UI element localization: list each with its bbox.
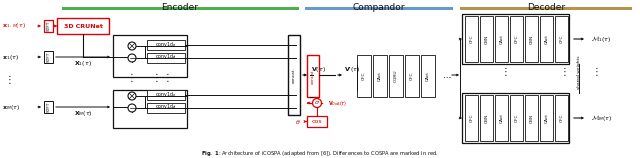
Bar xyxy=(373,55,387,97)
Bar xyxy=(462,14,569,64)
Bar xyxy=(357,55,371,97)
Bar xyxy=(480,95,493,141)
Text: CFC: CFC xyxy=(559,35,563,43)
Bar xyxy=(62,7,299,10)
Bar xyxy=(525,95,538,141)
Bar xyxy=(147,103,185,113)
Text: $\cdots$: $\cdots$ xyxy=(442,72,452,80)
Text: $\mathbf{V}(\tau)$: $\mathbf{V}(\tau)$ xyxy=(310,66,326,75)
Bar xyxy=(495,16,508,62)
Text: $\sigma$: $\sigma$ xyxy=(314,100,320,106)
Bar xyxy=(465,16,478,62)
Bar xyxy=(44,51,53,63)
Bar xyxy=(307,116,327,127)
Text: $\mathrm{conv1d}_\phi$: $\mathrm{conv1d}_\phi$ xyxy=(156,53,177,63)
Text: $\mathbf{X}_1(\tau)$: $\mathbf{X}_1(\tau)$ xyxy=(74,58,92,67)
Text: $\mathcal{M}_M(\tau)$: $\mathcal{M}_M(\tau)$ xyxy=(591,113,612,123)
Bar xyxy=(57,18,109,34)
Text: CFC: CFC xyxy=(410,72,414,80)
Bar xyxy=(525,16,538,62)
Text: $\mathcal{M}_1(\tau)$: $\mathcal{M}_1(\tau)$ xyxy=(591,34,611,44)
Text: CAct: CAct xyxy=(499,34,504,44)
Text: CBN: CBN xyxy=(529,113,534,123)
Text: $\mathrm{conv1d}_a$: $\mathrm{conv1d}_a$ xyxy=(156,41,177,49)
Text: $\vdots$: $\vdots$ xyxy=(4,73,12,86)
Text: CAct: CAct xyxy=(499,113,504,123)
Text: Compandor: Compandor xyxy=(353,3,405,12)
Bar xyxy=(421,55,435,97)
Text: CFC: CFC xyxy=(515,114,518,122)
Text: $\mathrm{conv1d}_a$: $\mathrm{conv1d}_a$ xyxy=(156,91,177,99)
Text: CBN: CBN xyxy=(529,34,534,44)
Text: STFT: STFT xyxy=(47,21,51,31)
Bar xyxy=(147,90,185,100)
Bar xyxy=(113,90,187,128)
Bar xyxy=(147,40,185,50)
Text: STFT: STFT xyxy=(47,102,51,112)
Bar xyxy=(540,95,553,141)
Text: $\mathbf{x}_1(\tau)$: $\mathbf{x}_1(\tau)$ xyxy=(2,52,19,61)
Text: CBN: CBN xyxy=(484,34,488,44)
Text: concat.: concat. xyxy=(311,68,315,84)
Bar xyxy=(44,101,53,113)
Text: STFT: STFT xyxy=(47,52,51,62)
Circle shape xyxy=(128,92,136,100)
Circle shape xyxy=(128,54,136,62)
Circle shape xyxy=(128,104,136,112)
Text: $\mathbf{x}_{1:M}(\tau)$: $\mathbf{x}_{1:M}(\tau)$ xyxy=(2,21,26,30)
Bar xyxy=(460,7,632,10)
Text: CFC: CFC xyxy=(470,114,474,122)
Text: CAct: CAct xyxy=(545,34,548,44)
Bar xyxy=(540,16,553,62)
Text: $\vdots$: $\vdots$ xyxy=(126,72,134,85)
Text: $\mathbf{Fig.\ 1}$: Architecture of iCOSPA (adapted from [6]). Differences to CO: $\mathbf{Fig.\ 1}$: Architecture of iCOS… xyxy=(201,149,439,158)
Bar xyxy=(510,16,523,62)
Text: $\mathrm{conv1d}_\phi$: $\mathrm{conv1d}_\phi$ xyxy=(156,103,177,113)
Bar xyxy=(465,95,478,141)
Text: $\vdots$: $\vdots$ xyxy=(591,66,598,79)
Bar xyxy=(462,93,569,143)
Text: cos: cos xyxy=(312,119,323,124)
Text: CAct: CAct xyxy=(378,71,382,81)
Bar xyxy=(307,55,319,97)
Text: CAct: CAct xyxy=(426,71,430,81)
Bar xyxy=(510,95,523,141)
Bar xyxy=(480,16,493,62)
Text: Encoder: Encoder xyxy=(161,3,198,12)
Text: CFC: CFC xyxy=(470,35,474,43)
Text: concat.: concat. xyxy=(292,67,296,83)
Bar xyxy=(113,35,187,77)
Text: $\mathbf{X}_M(\tau)$: $\mathbf{X}_M(\tau)$ xyxy=(74,109,92,118)
Text: CAct: CAct xyxy=(545,113,548,123)
Text: Decoder: Decoder xyxy=(527,3,565,12)
Text: $\vdots$: $\vdots$ xyxy=(559,66,566,79)
Bar xyxy=(288,35,300,115)
Bar xyxy=(147,53,185,63)
Text: $\mathbf{x}_M(\tau)$: $\mathbf{x}_M(\tau)$ xyxy=(2,103,20,112)
Text: CFC: CFC xyxy=(362,72,366,80)
Text: $\vdots$: $\vdots$ xyxy=(151,72,159,85)
Circle shape xyxy=(312,98,321,107)
Bar xyxy=(44,20,53,32)
Text: $\theta$: $\theta$ xyxy=(295,118,301,125)
Bar xyxy=(405,55,419,97)
Text: 3D CRUNet: 3D CRUNet xyxy=(63,24,102,28)
Bar xyxy=(555,16,568,62)
Bar xyxy=(555,95,568,141)
Text: CFC: CFC xyxy=(559,114,563,122)
Text: $\vdots$: $\vdots$ xyxy=(163,72,170,85)
Text: $\mathbf{V}'(\tau)$: $\mathbf{V}'(\tau)$ xyxy=(344,65,360,75)
Text: CGRU: CGRU xyxy=(394,70,398,82)
Text: $\vdots$: $\vdots$ xyxy=(500,66,508,79)
Bar xyxy=(495,95,508,141)
Text: CFC: CFC xyxy=(515,35,518,43)
Text: shared weights: shared weights xyxy=(577,55,581,89)
Bar xyxy=(389,55,403,97)
Bar xyxy=(305,7,453,10)
Circle shape xyxy=(128,42,136,50)
Text: CBN: CBN xyxy=(484,113,488,123)
Text: $\mathbf{V}_{\mathrm{DoA}}(\tau)$: $\mathbf{V}_{\mathrm{DoA}}(\tau)$ xyxy=(328,98,348,107)
